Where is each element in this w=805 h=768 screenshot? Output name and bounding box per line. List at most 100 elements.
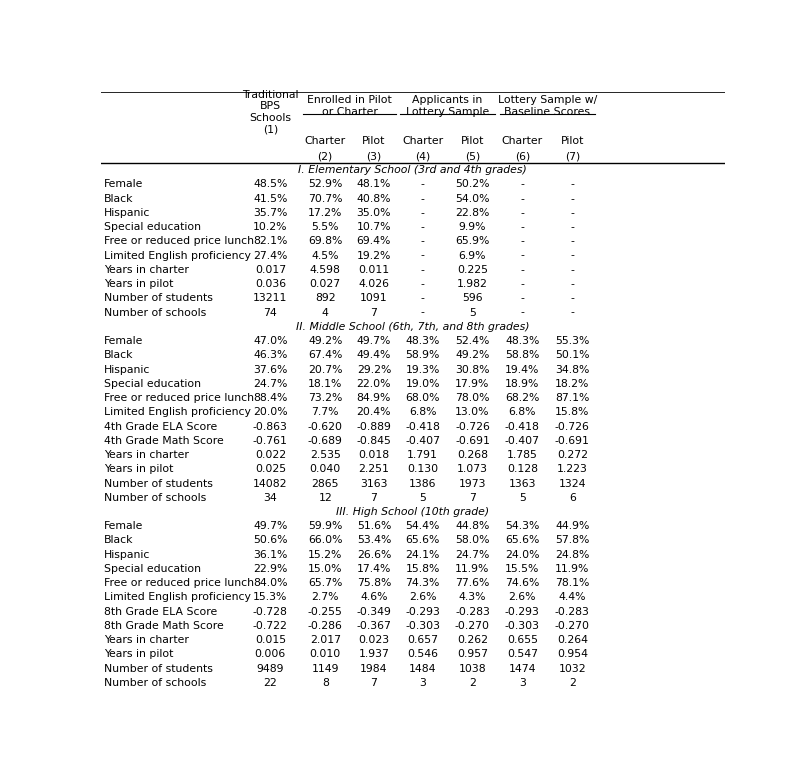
Text: 44.9%: 44.9% <box>555 521 589 531</box>
Text: 22.8%: 22.8% <box>456 208 489 218</box>
Text: 49.7%: 49.7% <box>357 336 391 346</box>
Text: 1474: 1474 <box>509 664 536 674</box>
Text: 53.4%: 53.4% <box>357 535 391 545</box>
Text: Number of schools: Number of schools <box>104 307 206 318</box>
Text: 59.9%: 59.9% <box>308 521 342 531</box>
Text: 73.2%: 73.2% <box>308 393 342 403</box>
Text: -0.303: -0.303 <box>405 621 440 631</box>
Text: Years in charter: Years in charter <box>104 450 188 460</box>
Text: 5: 5 <box>419 493 426 503</box>
Text: 1363: 1363 <box>509 478 536 488</box>
Text: -: - <box>570 293 574 303</box>
Text: 596: 596 <box>462 293 483 303</box>
Text: 54.3%: 54.3% <box>506 521 539 531</box>
Text: 1324: 1324 <box>559 478 586 488</box>
Text: 8th Grade Math Score: 8th Grade Math Score <box>104 621 224 631</box>
Text: Limited English proficiency: Limited English proficiency <box>104 592 250 602</box>
Text: 0.027: 0.027 <box>310 279 341 289</box>
Text: -0.270: -0.270 <box>555 621 590 631</box>
Text: (5): (5) <box>464 151 480 161</box>
Text: Limited English proficiency: Limited English proficiency <box>104 250 250 260</box>
Text: -0.293: -0.293 <box>505 607 540 617</box>
Text: 0.268: 0.268 <box>457 450 488 460</box>
Text: 0.017: 0.017 <box>254 265 286 275</box>
Text: -0.722: -0.722 <box>253 621 287 631</box>
Text: 7.7%: 7.7% <box>312 407 339 417</box>
Text: -: - <box>570 307 574 318</box>
Text: 0.657: 0.657 <box>407 635 438 645</box>
Text: 40.8%: 40.8% <box>357 194 391 204</box>
Text: 5.5%: 5.5% <box>312 222 339 232</box>
Text: Hispanic: Hispanic <box>104 365 150 375</box>
Text: -: - <box>520 222 524 232</box>
Text: Pilot: Pilot <box>560 136 584 146</box>
Text: Enrolled in Pilot
or Charter: Enrolled in Pilot or Charter <box>308 95 392 117</box>
Text: 46.3%: 46.3% <box>253 350 287 360</box>
Text: 52.9%: 52.9% <box>308 180 342 190</box>
Text: 19.2%: 19.2% <box>357 250 391 260</box>
Text: Charter: Charter <box>304 136 346 146</box>
Text: 57.8%: 57.8% <box>555 535 589 545</box>
Text: 67.4%: 67.4% <box>308 350 342 360</box>
Text: 65.6%: 65.6% <box>506 535 539 545</box>
Text: 0.225: 0.225 <box>457 265 488 275</box>
Text: 1386: 1386 <box>409 478 436 488</box>
Text: 24.7%: 24.7% <box>456 550 489 560</box>
Text: (2): (2) <box>318 151 332 161</box>
Text: 12: 12 <box>318 493 332 503</box>
Text: 2.251: 2.251 <box>358 465 390 475</box>
Text: 1038: 1038 <box>459 664 486 674</box>
Text: 15.8%: 15.8% <box>555 407 589 417</box>
Text: 0.011: 0.011 <box>358 265 390 275</box>
Text: 1.982: 1.982 <box>457 279 488 289</box>
Text: Applicants in
Lottery Sample: Applicants in Lottery Sample <box>406 95 489 117</box>
Text: -: - <box>570 237 574 247</box>
Text: -0.270: -0.270 <box>455 621 490 631</box>
Text: -0.845: -0.845 <box>357 435 391 445</box>
Text: 0.006: 0.006 <box>254 650 286 660</box>
Text: 4.026: 4.026 <box>358 279 390 289</box>
Text: 7: 7 <box>370 493 378 503</box>
Text: 15.0%: 15.0% <box>308 564 342 574</box>
Text: 6.8%: 6.8% <box>509 407 536 417</box>
Text: 0.022: 0.022 <box>254 450 286 460</box>
Text: 22.0%: 22.0% <box>357 379 391 389</box>
Text: 34: 34 <box>263 493 277 503</box>
Text: 6: 6 <box>569 493 576 503</box>
Text: 35.7%: 35.7% <box>253 208 287 218</box>
Text: -: - <box>420 180 424 190</box>
Text: Free or reduced price lunch: Free or reduced price lunch <box>104 237 254 247</box>
Text: -: - <box>570 222 574 232</box>
Text: -0.303: -0.303 <box>505 621 540 631</box>
Text: 36.1%: 36.1% <box>253 550 287 560</box>
Text: 2.017: 2.017 <box>310 635 341 645</box>
Text: -0.293: -0.293 <box>405 607 440 617</box>
Text: 70.7%: 70.7% <box>308 194 342 204</box>
Text: 55.3%: 55.3% <box>555 336 589 346</box>
Text: 0.957: 0.957 <box>457 650 488 660</box>
Text: 50.6%: 50.6% <box>253 535 287 545</box>
Text: Pilot: Pilot <box>460 136 484 146</box>
Text: Black: Black <box>104 194 134 204</box>
Text: -0.761: -0.761 <box>253 435 287 445</box>
Text: Female: Female <box>104 180 143 190</box>
Text: 18.1%: 18.1% <box>308 379 342 389</box>
Text: 8th Grade ELA Score: 8th Grade ELA Score <box>104 607 217 617</box>
Text: 58.9%: 58.9% <box>406 350 440 360</box>
Text: -: - <box>520 250 524 260</box>
Text: 52.4%: 52.4% <box>456 336 489 346</box>
Text: -: - <box>420 194 424 204</box>
Text: Free or reduced price lunch: Free or reduced price lunch <box>104 578 254 588</box>
Text: 1.937: 1.937 <box>358 650 390 660</box>
Text: 20.0%: 20.0% <box>253 407 287 417</box>
Text: 1032: 1032 <box>559 664 586 674</box>
Text: 0.015: 0.015 <box>254 635 286 645</box>
Text: -0.889: -0.889 <box>357 422 391 432</box>
Text: -: - <box>520 307 524 318</box>
Text: 9489: 9489 <box>257 664 284 674</box>
Text: 2.7%: 2.7% <box>312 592 339 602</box>
Text: 27.4%: 27.4% <box>253 250 287 260</box>
Text: 0.546: 0.546 <box>407 650 438 660</box>
Text: Black: Black <box>104 350 134 360</box>
Text: 54.4%: 54.4% <box>406 521 440 531</box>
